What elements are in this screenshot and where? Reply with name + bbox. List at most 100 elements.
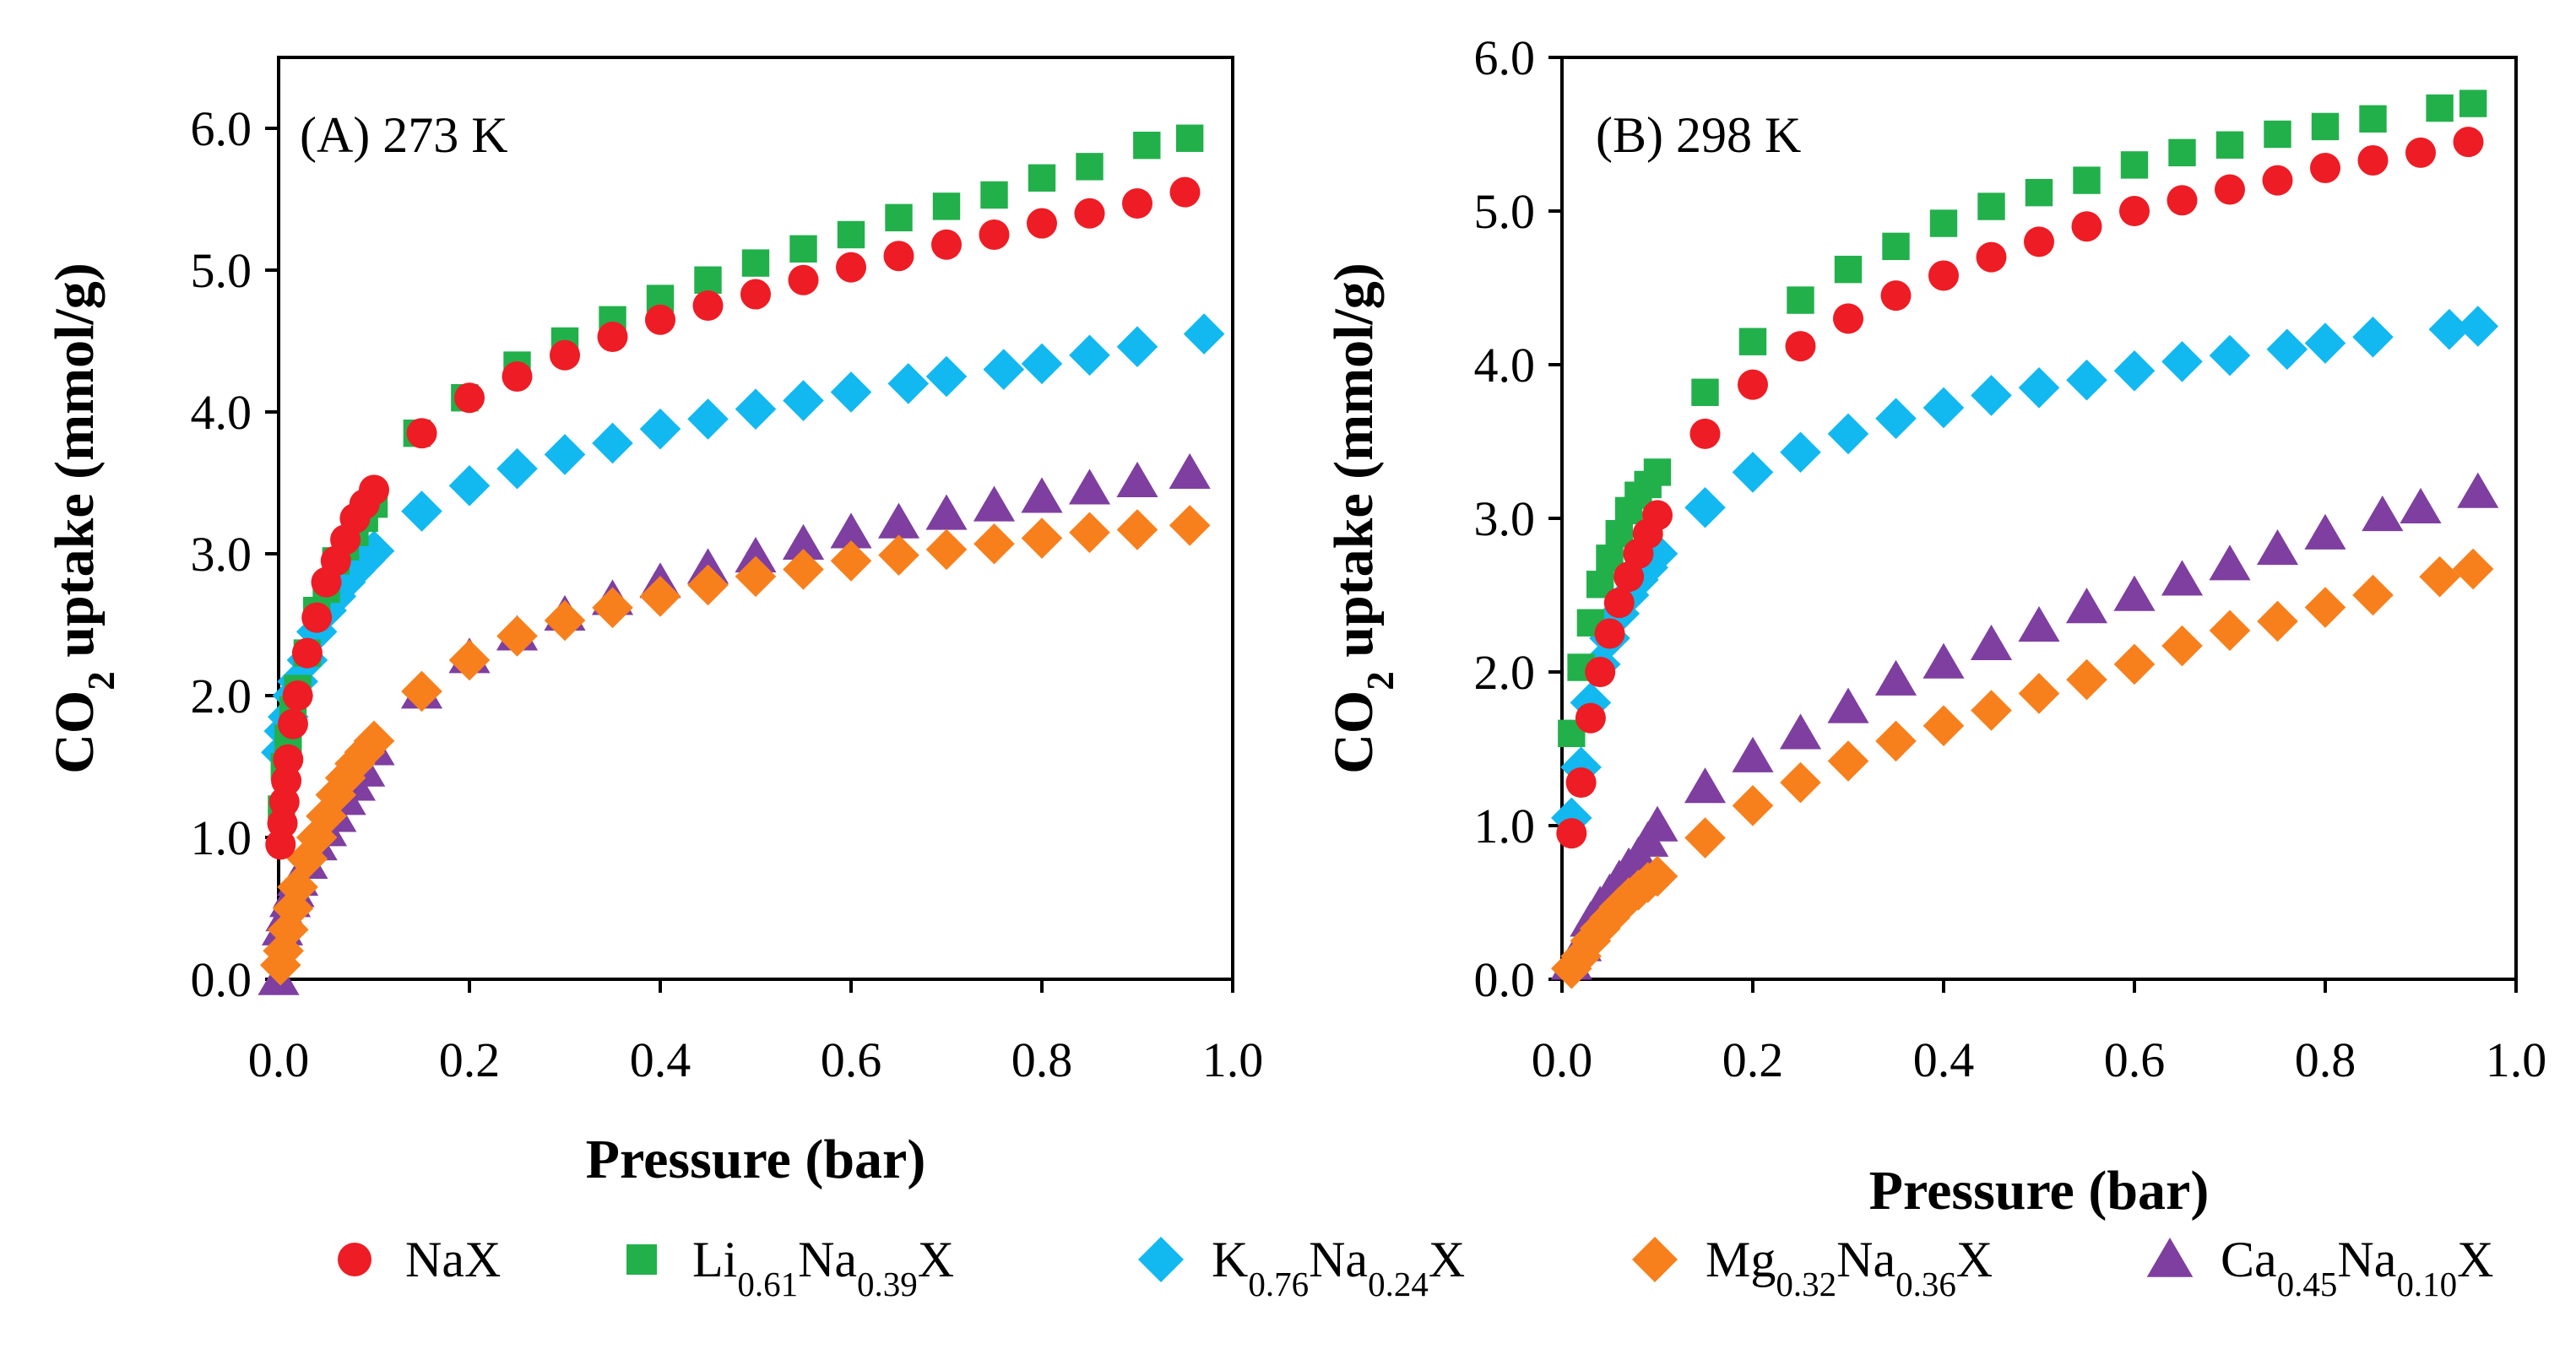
data-point [1732,785,1774,826]
x-tick-label: 0.2 [1722,1032,1784,1087]
data-point [2066,658,2107,701]
data-point [789,235,817,263]
series-Mg [1551,548,2494,989]
x-tick-label: 0.4 [1913,1032,1975,1087]
data-point [1923,387,1965,429]
legend-marker [1632,1237,1678,1282]
data-point [2113,643,2156,685]
data-point [1780,431,1821,474]
data-point [2257,600,2298,642]
data-point [687,398,729,440]
data-point [2362,495,2404,532]
y-tick-label: 3.0 [1474,491,1536,546]
legend-item-NaX: NaX [338,1232,501,1287]
legend-label: NaX [405,1232,501,1287]
x-tick-label: 0.8 [1011,1032,1073,1087]
data-point [1069,512,1110,554]
data-point [925,494,968,530]
data-point [2457,306,2499,347]
data-point [2161,625,2203,667]
data-point [1738,369,1768,400]
data-point [2264,120,2291,149]
data-point [980,181,1008,209]
data-point [1643,458,1672,486]
data-point [1021,517,1063,559]
y-tick-label: 6.0 [191,101,252,156]
x-tick-label: 0.8 [2295,1032,2356,1087]
data-point [1027,208,1057,239]
data-point [2209,544,2251,581]
data-point [1875,720,1917,762]
plot-frame [277,56,1234,981]
data-point [2419,555,2460,598]
y-tick-label: 2.0 [1474,645,1536,700]
data-point [1575,702,1606,734]
y-tick-label: 3.0 [191,527,252,582]
y-tick-label: 5.0 [1474,184,1536,239]
data-point [1880,280,1912,312]
data-point [1076,153,1104,181]
data-point [296,816,338,859]
data-point [645,304,675,335]
data-point [2428,308,2470,350]
data-point [687,564,729,606]
data-point [735,536,777,573]
data-point [2113,349,2156,392]
data-point [2453,127,2484,158]
data-point [1175,124,1204,152]
x-tick-label: 1.0 [1202,1032,1264,1087]
data-point [2161,560,2204,596]
data-point [2018,673,2060,714]
data-point [830,540,872,582]
data-point [639,576,681,617]
y-tick-label: 0.0 [191,952,252,1007]
data-point [1116,461,1158,498]
y-tick-label: 4.0 [1474,338,1536,393]
data-point [830,371,872,413]
panel-label: (B) 298 K [1596,107,1801,163]
legend-item-Mg: Mg0.32Na0.36X [1632,1232,1993,1303]
data-point [550,339,580,371]
data-point [983,349,1025,390]
data-point [2459,89,2487,117]
data-point [2168,138,2196,167]
data-point [1732,452,1774,493]
data-point [1833,303,1863,334]
data-point [1556,818,1587,849]
data-point [2452,548,2494,590]
series-NaX [265,176,1201,860]
y-axis-title: CO2 uptake (mmol/g) [1323,263,1402,773]
data-point [2024,226,2054,257]
data-point [878,534,919,576]
data-point [783,549,824,590]
legend-marker [2146,1238,2194,1277]
legend-item-Ca: Ca0.45Na0.10X [2146,1232,2493,1303]
data-point [735,555,777,598]
panel-label: (A) 273 K [300,107,508,163]
legend-marker [338,1243,371,1276]
data-point [2352,316,2394,358]
data-point [1923,705,1965,746]
data-point [353,530,395,572]
data-point [2304,587,2346,628]
data-point [1738,328,1767,355]
x-tick-label: 0.6 [2104,1032,2166,1087]
data-point [1875,398,1917,439]
series-Mg [259,505,1211,986]
data-point [454,382,485,414]
data-point [1169,505,1211,546]
data-point [1785,331,1816,362]
x-tick-label: 0.0 [1532,1032,1593,1087]
y-axis-title: CO2 uptake (mmol/g) [44,263,122,773]
x-tick-label: 0.6 [821,1032,882,1087]
data-point [1603,588,1635,619]
data-point [496,615,538,657]
data-point [2311,112,2340,141]
series-NaX [1556,127,2484,849]
data-point [837,220,865,249]
data-point [1971,375,2012,416]
data-point [2113,575,2156,611]
data-point [973,523,1015,565]
data-point [406,418,437,449]
